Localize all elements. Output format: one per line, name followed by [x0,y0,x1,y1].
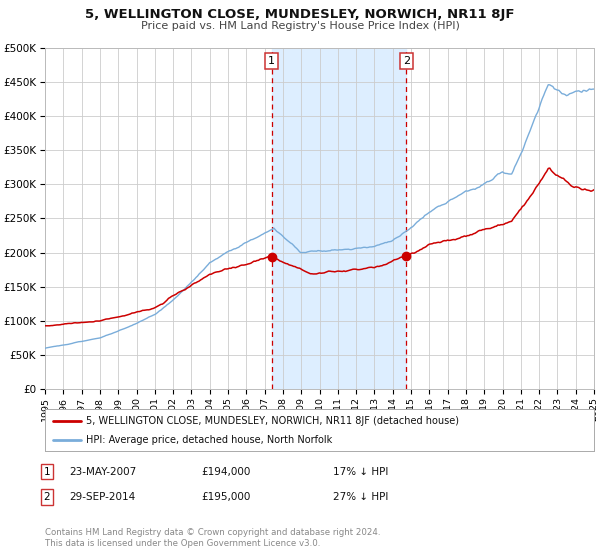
Text: 1: 1 [268,56,275,66]
Text: This data is licensed under the Open Government Licence v3.0.: This data is licensed under the Open Gov… [45,539,320,548]
Text: HPI: Average price, detached house, North Norfolk: HPI: Average price, detached house, Nort… [86,435,332,445]
Text: £195,000: £195,000 [201,492,250,502]
Text: 1: 1 [43,466,50,477]
Text: 2: 2 [43,492,50,502]
Text: 5, WELLINGTON CLOSE, MUNDESLEY, NORWICH, NR11 8JF: 5, WELLINGTON CLOSE, MUNDESLEY, NORWICH,… [85,8,515,21]
Text: 2: 2 [403,56,410,66]
Bar [272,48,406,389]
Text: Price paid vs. HM Land Registry's House Price Index (HPI): Price paid vs. HM Land Registry's House … [140,21,460,31]
Text: 17% ↓ HPI: 17% ↓ HPI [333,466,388,477]
Text: 27% ↓ HPI: 27% ↓ HPI [333,492,388,502]
Text: 29-SEP-2014: 29-SEP-2014 [69,492,135,502]
Text: 5, WELLINGTON CLOSE, MUNDESLEY, NORWICH, NR11 8JF (detached house): 5, WELLINGTON CLOSE, MUNDESLEY, NORWICH,… [86,416,459,426]
Text: £194,000: £194,000 [201,466,250,477]
Text: Contains HM Land Registry data © Crown copyright and database right 2024.: Contains HM Land Registry data © Crown c… [45,528,380,536]
Text: 23-MAY-2007: 23-MAY-2007 [69,466,136,477]
